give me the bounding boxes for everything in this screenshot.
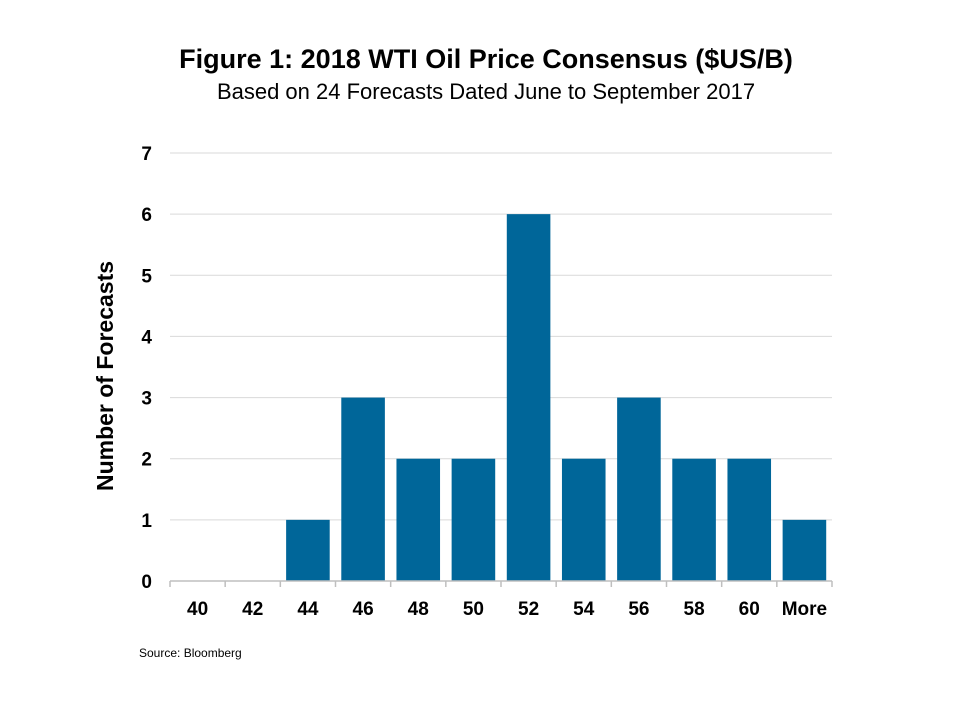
y-tick-label: 0 xyxy=(141,572,152,593)
bar xyxy=(341,397,385,581)
axes xyxy=(169,580,833,587)
x-tick-label: 56 xyxy=(628,599,649,620)
x-tick-labels: 40 42 44 46 48 50 52 54 56 58 60 More xyxy=(187,599,827,620)
bar xyxy=(672,458,716,581)
y-tick-label: 1 xyxy=(141,511,152,532)
y-tick-label: 7 xyxy=(141,144,152,165)
bar xyxy=(286,519,330,581)
gridlines xyxy=(170,152,832,521)
x-tick-label: 52 xyxy=(518,599,539,620)
chart-subtitle: Based on 24 Forecasts Dated June to Sept… xyxy=(216,79,756,104)
y-tick-label: 3 xyxy=(141,389,152,410)
bar xyxy=(451,458,496,581)
y-tick-label: 4 xyxy=(141,327,152,348)
bar xyxy=(506,214,551,581)
x-tick-label: 50 xyxy=(463,599,484,620)
x-tick-label: More xyxy=(782,599,827,620)
y-tick-label: 2 xyxy=(141,450,152,471)
x-tick-label: 44 xyxy=(297,599,319,620)
bars xyxy=(286,214,827,581)
x-tick-label: 54 xyxy=(573,599,595,620)
bar xyxy=(617,397,661,581)
x-tick-label: 48 xyxy=(408,599,429,620)
x-tick-label: 42 xyxy=(242,599,263,620)
bar xyxy=(782,519,827,581)
x-tick-label: 60 xyxy=(739,599,760,620)
y-tick-labels: 0 1 2 3 4 5 6 7 xyxy=(141,144,152,593)
x-tick-label: 40 xyxy=(187,599,208,620)
y-axis-title: Number of Forecasts xyxy=(92,261,118,491)
bar xyxy=(396,458,441,581)
chart-title: Figure 1: 2018 WTI Oil Price Consensus (… xyxy=(179,44,793,74)
y-tick-label: 6 xyxy=(141,205,152,226)
x-tick-label: 46 xyxy=(353,599,374,620)
bar xyxy=(561,458,606,581)
source-note: Source: Bloomberg xyxy=(139,646,242,660)
bar xyxy=(727,458,772,581)
x-tick-label: 58 xyxy=(684,599,705,620)
y-tick-label: 5 xyxy=(141,266,152,287)
